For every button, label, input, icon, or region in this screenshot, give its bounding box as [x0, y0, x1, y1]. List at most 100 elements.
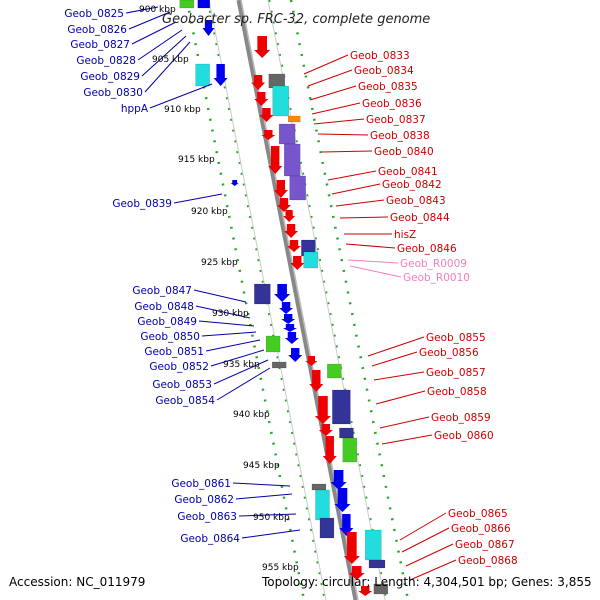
gene-label: Geob_0854 [155, 395, 215, 407]
gene-arrow-red [261, 130, 276, 140]
leader-line [327, 170, 377, 181]
gene-label: Geob_0858 [427, 386, 487, 398]
gene-arrow-red [322, 436, 337, 464]
leader-line [307, 69, 353, 87]
gene-label: Geob_0827 [70, 39, 130, 51]
gene-label: Geob_0868 [458, 555, 518, 567]
gene-label: hppA [121, 103, 149, 115]
leader-line [331, 183, 381, 195]
gene-feature-navy [254, 283, 271, 305]
leader-line [335, 199, 385, 207]
leader-line [193, 289, 247, 303]
gene-arrow-blue [282, 324, 297, 332]
gene-label: Geob_0857 [426, 367, 486, 379]
gene-arrow-blue [330, 470, 347, 490]
gene-label: Geob_0851 [144, 346, 204, 358]
gene-label: Geob_0826 [67, 24, 127, 36]
tick-label: 900 kbp [139, 5, 176, 15]
gene-feature-grey [311, 483, 327, 491]
gene-feature-purple [278, 123, 296, 145]
gene-arrow-red [309, 370, 324, 392]
leader-line [339, 216, 389, 219]
gene-arrow-blue [281, 314, 296, 324]
gene-label: Geob_0828 [76, 55, 136, 67]
tick-label: 935 kbp [223, 360, 260, 370]
tick-label: 955 kbp [262, 563, 299, 573]
gene-feature-navy [368, 559, 386, 569]
leader-line [313, 118, 365, 125]
gene-arrow-red [268, 146, 283, 174]
tick-label: 940 kbp [233, 410, 270, 420]
gene-label: Geob_0863 [177, 511, 237, 523]
gene-feature-cyan [365, 529, 382, 561]
leader-line [399, 512, 447, 541]
gene-arrow-red [254, 92, 269, 106]
gene-label: Geob_R0009 [400, 258, 467, 270]
gene-arrow-red [273, 180, 288, 198]
gene-label: Geob_0840 [374, 146, 434, 158]
gene-label: Geob_0856 [419, 347, 479, 359]
gene-arrow-blue [274, 284, 291, 302]
gene-arrow-blue [213, 64, 228, 86]
gene-label: Geob_0866 [451, 523, 511, 535]
leader-line [375, 390, 426, 405]
tick-label: 910 kbp [164, 105, 201, 115]
leader-line [303, 54, 349, 75]
gene-label: Geob_0846 [397, 243, 457, 255]
tick-label: 945 kbp [243, 461, 280, 471]
tick-label: 905 kbp [152, 55, 189, 65]
leader-line [144, 41, 191, 93]
leader-line [381, 434, 433, 445]
gene-label: Geob_0862 [174, 494, 234, 506]
leader-line [213, 359, 269, 385]
leader-line [241, 529, 301, 539]
gene-feature-green [342, 437, 357, 463]
gene-label: Geob_0834 [354, 65, 414, 77]
gene-label: hisZ [394, 229, 416, 241]
leader-line [238, 513, 297, 517]
leader-line [405, 543, 454, 567]
tick-label: 915 kbp [178, 155, 215, 165]
map-title: Geobacter sp. FRC-32, complete genome [162, 12, 430, 27]
leader-line [210, 349, 265, 367]
gene-label: Geob_0843 [386, 195, 446, 207]
gene-label: Geob_R0010 [403, 272, 470, 284]
gene-label: Geob_0867 [455, 539, 515, 551]
gene-arrow-red [283, 210, 296, 222]
gene-label: Geob_0841 [378, 166, 438, 178]
gene-label: Geob_0859 [431, 412, 491, 424]
gene-label: Geob_0844 [390, 212, 450, 224]
leader-line [235, 493, 293, 500]
gene-arrow-red [290, 256, 305, 270]
leader-line [345, 243, 396, 249]
gene-arrow-red [348, 566, 365, 580]
gene-feature-navy [339, 427, 354, 439]
gene-arrow-blue [230, 180, 239, 186]
gene-arrow-red [318, 424, 333, 436]
gene-feature-grey [271, 361, 287, 369]
gene-feature-navy [332, 389, 351, 425]
gene-label: Geob_0849 [137, 316, 197, 328]
genome-summary-text: Topology: circular; Length: 4,304,501 bp… [261, 575, 592, 589]
leader-line [131, 21, 177, 45]
gene-feature-green [265, 335, 281, 353]
gene-feature-purple [289, 175, 306, 201]
gene-arrow-red [251, 75, 266, 90]
gene-feature-cyan [315, 489, 330, 521]
gene-arrow-red [358, 586, 373, 596]
leader-line [371, 351, 418, 367]
gene-arrow-blue [279, 302, 294, 314]
leader-line [195, 305, 251, 319]
gene-label: Geob_0838 [370, 130, 430, 142]
leader-line [309, 85, 357, 101]
leader-line [216, 367, 271, 401]
gene-feature-orange [287, 115, 301, 123]
gene-features [179, 0, 389, 596]
leader-line [401, 527, 450, 553]
leader-line [347, 259, 399, 264]
gene-arrow-red [305, 356, 318, 366]
leader-line [137, 29, 183, 61]
leader-line [379, 416, 430, 429]
